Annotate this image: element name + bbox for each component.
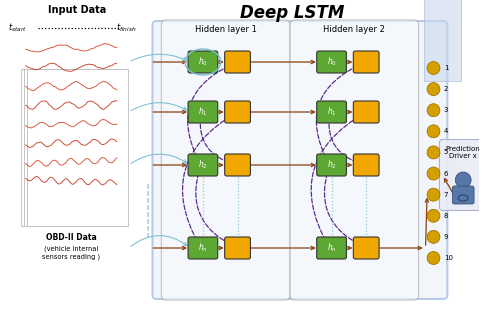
Circle shape xyxy=(427,104,440,117)
FancyBboxPatch shape xyxy=(453,186,474,204)
FancyBboxPatch shape xyxy=(27,69,128,226)
Circle shape xyxy=(427,251,440,265)
Text: (vehicle internal
sensors reading ): (vehicle internal sensors reading ) xyxy=(42,246,100,260)
Text: $h_0$: $h_0$ xyxy=(198,56,208,68)
Text: 9: 9 xyxy=(444,234,448,240)
Text: 4: 4 xyxy=(444,128,448,134)
FancyBboxPatch shape xyxy=(21,69,122,226)
FancyBboxPatch shape xyxy=(353,101,379,123)
Text: $h_0$: $h_0$ xyxy=(327,56,336,68)
Circle shape xyxy=(427,188,440,201)
FancyBboxPatch shape xyxy=(188,237,218,259)
Text: 8: 8 xyxy=(444,213,448,219)
Text: $t_{finish}$: $t_{finish}$ xyxy=(116,22,136,34)
FancyBboxPatch shape xyxy=(188,154,218,176)
Text: 3: 3 xyxy=(444,107,448,113)
FancyBboxPatch shape xyxy=(225,101,250,123)
FancyBboxPatch shape xyxy=(225,51,250,73)
Circle shape xyxy=(427,146,440,159)
FancyBboxPatch shape xyxy=(353,237,379,259)
FancyBboxPatch shape xyxy=(225,154,250,176)
Text: $h_n$: $h_n$ xyxy=(198,242,208,254)
FancyBboxPatch shape xyxy=(439,139,484,211)
Circle shape xyxy=(427,83,440,95)
Circle shape xyxy=(427,125,440,138)
Text: 2: 2 xyxy=(444,86,448,92)
FancyBboxPatch shape xyxy=(317,237,347,259)
Text: OBD-II Data: OBD-II Data xyxy=(46,233,97,242)
FancyBboxPatch shape xyxy=(317,51,347,73)
Text: 5: 5 xyxy=(444,149,448,155)
Text: $h_n$: $h_n$ xyxy=(327,242,336,254)
Text: $h_1$: $h_1$ xyxy=(198,106,208,118)
Text: Input Data: Input Data xyxy=(48,5,106,15)
Circle shape xyxy=(427,61,440,75)
Text: $t_{start}$: $t_{start}$ xyxy=(8,22,27,34)
FancyBboxPatch shape xyxy=(317,154,347,176)
Text: 7: 7 xyxy=(444,192,448,198)
Text: 6: 6 xyxy=(444,171,448,177)
FancyBboxPatch shape xyxy=(161,20,290,300)
Text: $h_2$: $h_2$ xyxy=(198,159,208,171)
Text: Hidden layer 2: Hidden layer 2 xyxy=(323,26,385,35)
Text: $h_1$: $h_1$ xyxy=(327,106,336,118)
FancyBboxPatch shape xyxy=(225,237,250,259)
Text: $h_2$: $h_2$ xyxy=(327,159,336,171)
FancyBboxPatch shape xyxy=(353,154,379,176)
FancyBboxPatch shape xyxy=(188,51,218,73)
Text: Hidden layer 1: Hidden layer 1 xyxy=(195,26,257,35)
FancyBboxPatch shape xyxy=(317,101,347,123)
FancyBboxPatch shape xyxy=(188,101,218,123)
Text: 10: 10 xyxy=(444,255,453,261)
Circle shape xyxy=(427,209,440,222)
Text: Deep LSTM: Deep LSTM xyxy=(240,4,344,22)
Text: Prediction
Driver x: Prediction Driver x xyxy=(446,146,481,159)
FancyBboxPatch shape xyxy=(290,20,419,300)
Circle shape xyxy=(455,172,471,188)
FancyBboxPatch shape xyxy=(152,21,447,299)
FancyBboxPatch shape xyxy=(353,51,379,73)
Circle shape xyxy=(427,230,440,243)
FancyBboxPatch shape xyxy=(24,69,125,226)
Text: 1: 1 xyxy=(444,65,448,71)
FancyBboxPatch shape xyxy=(424,0,461,80)
Circle shape xyxy=(427,167,440,180)
